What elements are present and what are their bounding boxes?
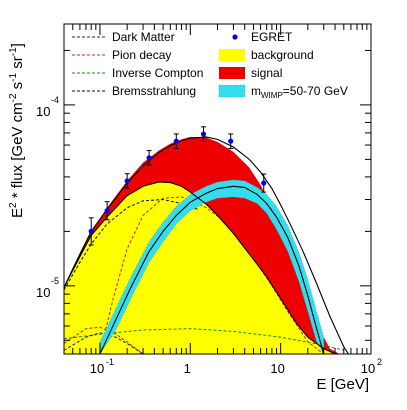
x-tick-label: 10	[361, 361, 375, 376]
axes: 10 -1 1 10 10 210-510-4E [GeV]E2 * flux [GeV …	[8, 24, 382, 393]
egret-point	[104, 201, 110, 221]
x-tick-exponent: 2	[377, 357, 382, 367]
wimp-band	[99, 179, 324, 354]
egret-point	[200, 126, 207, 142]
x-tick-exponent: -1	[106, 357, 114, 367]
egret-marker	[173, 138, 179, 144]
y-tick-label: 10	[36, 285, 50, 300]
legend: Dark Matter Pion decay Inverse Compton Brem…	[72, 30, 348, 100]
legend-label-rest: =50-70 GeV	[283, 84, 348, 98]
y-axis-title-main: E	[9, 208, 26, 218]
egret-marker	[104, 208, 110, 214]
wimp-band-outline	[99, 179, 325, 354]
egret-marker	[261, 180, 267, 186]
egret-point	[124, 173, 130, 189]
y-axis-title-sup_2: 2	[8, 202, 19, 208]
y-tick-exponent: -5	[51, 276, 59, 286]
total-line	[64, 136, 350, 354]
x-axis-title: E [GeV]	[316, 376, 369, 393]
legend-box	[219, 67, 245, 79]
pion-decay-curve	[99, 196, 325, 354]
x-tick-label: 1	[184, 361, 191, 376]
y-axis-title-sup_neg2: -2	[8, 93, 19, 102]
dark-matter-curve	[64, 332, 144, 354]
y-axis-title-mid: * flux [GeV cm	[9, 102, 26, 202]
y-tick-exponent: -4	[51, 95, 59, 105]
y-axis-title-s: s	[9, 82, 26, 94]
plot-layer	[64, 126, 350, 354]
legend-egret-marker	[232, 34, 238, 40]
egret-point	[173, 133, 179, 149]
x-tick-label: 10	[90, 361, 104, 376]
egret-marker	[124, 178, 130, 184]
egret-point	[88, 217, 94, 246]
y-axis-title-sup_neg1a: -1	[8, 72, 19, 81]
legend-label: background	[251, 48, 314, 62]
legend-band-outline	[218, 84, 246, 98]
legend-band	[219, 85, 245, 97]
egret-marker	[200, 131, 207, 137]
y-tick-label: 10	[36, 104, 50, 119]
legend-label: mWIMP=50-70 GeV	[251, 84, 348, 100]
x-tick-label: 10	[270, 361, 284, 376]
dark-matter-signal-line	[99, 185, 325, 354]
pion-decay-low-curve	[64, 326, 144, 354]
legend-label-sub: WIMP	[261, 91, 283, 100]
egret-point	[228, 133, 234, 149]
legend-label-main: m	[251, 84, 261, 98]
egret-marker	[146, 155, 152, 161]
legend-label: signal	[251, 66, 282, 80]
background-area	[64, 181, 344, 354]
y-axis-title-close: ]	[9, 43, 26, 47]
egret-point	[261, 173, 267, 193]
y-axis-title: E2 * flux [GeV cm-2 s-1 sr-1]	[8, 43, 26, 218]
egret-marker	[88, 228, 94, 234]
egret-marker	[228, 138, 234, 144]
legend-label: Inverse Compton	[112, 66, 203, 80]
legend-box	[219, 49, 245, 61]
legend-label: Dark Matter	[112, 30, 175, 44]
legend-label: Pion decay	[112, 48, 171, 62]
background-outline-line	[64, 181, 344, 354]
y-axis-title-sup_neg1b: -1	[8, 47, 19, 56]
legend-label: EGRET	[251, 30, 293, 44]
egret-point	[146, 150, 152, 166]
legend-label: Bremsstrahlung	[112, 84, 196, 98]
y-axis-title-sr: sr	[9, 56, 26, 73]
